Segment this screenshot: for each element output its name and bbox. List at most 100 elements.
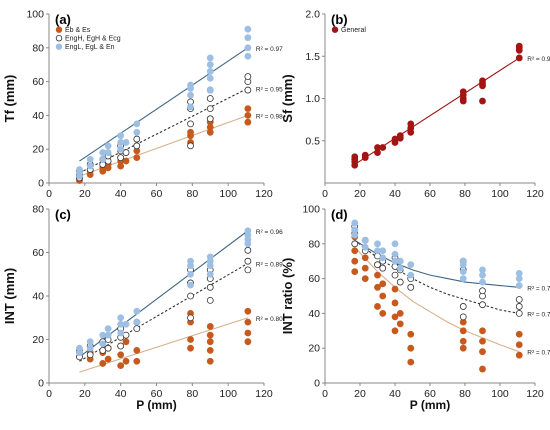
y-tick-label: 20 (32, 144, 44, 156)
legend-marker (331, 26, 339, 33)
data-point (133, 128, 141, 136)
y-tick-label: 40 (32, 291, 44, 303)
data-point (206, 331, 214, 339)
data-point (374, 271, 381, 279)
data-point (244, 307, 252, 315)
data-point (86, 351, 94, 359)
data-point (86, 162, 94, 170)
legend-marker (55, 43, 63, 50)
data-point (515, 309, 523, 317)
data-point (187, 270, 194, 278)
data-point (104, 142, 112, 150)
data-point (133, 120, 141, 128)
data-point (206, 115, 214, 123)
data-point (361, 275, 369, 283)
data-point (515, 42, 523, 50)
r-squared-label: R² = 0.97 (256, 46, 283, 53)
y-tick-label: 1.5 (305, 51, 320, 63)
data-point (117, 132, 125, 140)
data-point (104, 344, 112, 352)
panel-c: 0 20 40 60 80 100 120 0 20 40 60 80 INT (mm) P (mm) (c… (2, 204, 283, 413)
y-tick-label: 20 (32, 334, 44, 346)
x-tick-label: 0 (322, 388, 328, 400)
data-point (515, 330, 523, 338)
data-point (122, 338, 130, 346)
data-point (396, 320, 404, 328)
data-point (351, 268, 359, 276)
x-tick-label: 80 (459, 188, 471, 200)
y-axis-label: Tf (mm) (2, 75, 17, 123)
data-point (479, 365, 486, 373)
data-point (133, 307, 141, 315)
data-point (187, 292, 194, 300)
data-point (351, 219, 359, 227)
x-tick-label: 120 (526, 388, 544, 400)
data-point (374, 303, 381, 310)
x-tick-label: 40 (115, 388, 127, 400)
x-tick-label: 120 (255, 388, 273, 400)
data-point (479, 97, 486, 105)
data-point (187, 314, 194, 322)
data-point (379, 264, 387, 272)
x-axis-label: P (mm) (410, 398, 450, 412)
data-point (379, 292, 387, 300)
data-point (187, 81, 194, 89)
data-point (206, 270, 214, 278)
data-point (515, 269, 523, 277)
data-point (187, 142, 194, 150)
y-tick-label: 1.0 (305, 93, 320, 105)
data-point (206, 61, 214, 69)
data-point (515, 282, 523, 289)
data-point (244, 52, 252, 60)
data-point (479, 337, 486, 345)
x-tick-label: 20 (354, 188, 366, 200)
y-axis-label: INT (mm) (2, 268, 17, 324)
y-tick-label: 80 (32, 42, 44, 54)
panel-a: 0 20 40 60 80 100 120 0 20 40 60 80 100 Tf (mm) (a) R² … (2, 9, 283, 201)
data-point (187, 336, 194, 343)
legend-label: Eb & Es (65, 27, 91, 34)
data-point (244, 338, 252, 346)
data-point (244, 105, 252, 113)
data-point (351, 257, 359, 265)
legend-label: General (341, 27, 366, 34)
legend-marker (55, 26, 63, 33)
data-point (104, 325, 112, 333)
data-point (244, 329, 252, 337)
y-tick-label: 60 (32, 76, 44, 88)
data-point (391, 299, 399, 307)
y-tick-label: 60 (308, 273, 320, 285)
data-point (244, 118, 252, 126)
data-point (104, 331, 112, 339)
data-point (244, 257, 252, 265)
panel-label: (d) (331, 207, 348, 222)
data-point (99, 155, 107, 163)
data-point (407, 120, 415, 128)
y-tick-label: 40 (308, 308, 320, 320)
x-tick-label: 100 (219, 188, 237, 200)
data-point (206, 338, 214, 346)
data-point (407, 271, 415, 279)
x-tick-label: 60 (424, 388, 436, 400)
data-point (391, 285, 399, 293)
y-tick-label: 2.0 (305, 9, 320, 21)
trend-line (79, 230, 249, 358)
x-tick-label: 120 (526, 188, 544, 200)
y-tick-label: 80 (308, 238, 320, 250)
x-tick-label: 20 (79, 188, 91, 200)
data-point (244, 86, 252, 94)
data-point (133, 142, 141, 150)
data-point (206, 54, 214, 62)
x-tick-label: 80 (186, 188, 198, 200)
data-point (206, 68, 214, 75)
data-point (244, 266, 252, 274)
data-point (407, 344, 415, 352)
data-point (391, 327, 399, 335)
data-point (206, 323, 214, 330)
data-point (379, 247, 387, 255)
trend-line (354, 239, 520, 288)
data-point (361, 236, 369, 244)
x-tick-label: 80 (186, 388, 198, 400)
y-tick-label: 0.5 (305, 135, 320, 147)
